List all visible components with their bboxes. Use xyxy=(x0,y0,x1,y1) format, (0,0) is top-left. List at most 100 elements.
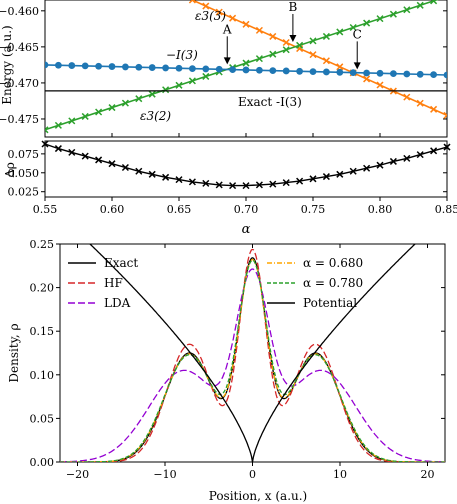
energy-point-3-2 xyxy=(148,90,156,98)
delta-rho-panel: 0.025 0.050 0.075 0.55 0.60 0.65 0.70 0.75 0.80… xyxy=(3,140,457,237)
delta-rho-point xyxy=(416,151,424,159)
energy-point-i-3 xyxy=(336,68,344,76)
delta-rho-point xyxy=(255,181,263,189)
legend-label: α = 0.780 xyxy=(303,276,363,290)
delta-rho-point xyxy=(162,173,170,181)
energy-point-3-3 xyxy=(229,14,237,22)
energy-point-3-2 xyxy=(54,121,62,129)
energy-point-3-3 xyxy=(430,105,438,113)
energy-point-i-3 xyxy=(108,63,116,70)
energy-point-i-3 xyxy=(242,66,250,74)
delta-rho-point xyxy=(363,164,371,172)
energy-point-3-2 xyxy=(296,41,304,49)
energy-point-i-3 xyxy=(45,61,49,69)
energy-point-3-3 xyxy=(403,93,411,101)
annotation-label: C xyxy=(353,27,362,41)
energy-series-i-3 xyxy=(45,61,447,79)
energy-point-i-3 xyxy=(269,67,277,75)
energy-y-tick-label: −0.465 xyxy=(0,41,39,54)
energy-y-tick-label: −0.475 xyxy=(0,113,39,126)
energy-point-i-3 xyxy=(135,63,143,71)
position-x-tick-label: 10 xyxy=(333,468,347,481)
energy-y-axis-label: Energy (a.u.) xyxy=(0,25,14,104)
annotation-arrowhead xyxy=(289,34,297,42)
energy-point-i-3 xyxy=(376,69,384,77)
energy-series-3-2 xyxy=(45,0,439,134)
energy-point-3-2 xyxy=(416,1,424,9)
delta-rho-point xyxy=(309,175,317,183)
delta-rho-point xyxy=(269,180,277,188)
energy-point-i-3 xyxy=(256,66,263,74)
density-line-potential xyxy=(88,244,417,462)
density-y-tick-label: 0.05 xyxy=(30,412,55,425)
annotation-arrowhead xyxy=(223,57,231,65)
energy-point-i-3 xyxy=(68,62,76,69)
energy-series-area xyxy=(45,0,447,134)
energy-point-i-3 xyxy=(122,63,129,71)
legend-item-exact: Exact xyxy=(68,256,138,270)
delta-rho-point xyxy=(175,176,183,184)
delta-rho-point xyxy=(81,152,89,160)
delta-rho-point xyxy=(202,179,210,187)
delta-rho-point xyxy=(95,156,103,164)
legend-item-potential: Potential xyxy=(267,296,357,310)
energy-point-3-2 xyxy=(430,0,438,5)
energy-point-i-3 xyxy=(296,67,303,75)
energy-point-i-3 xyxy=(202,65,210,73)
legend-label: HF xyxy=(104,276,123,290)
delta-rho-point xyxy=(376,161,384,169)
energy-point-i-3 xyxy=(363,69,370,77)
series-label-exact-I3: Exact -I(3) xyxy=(238,95,302,109)
alpha-x-tick-label: 0.55 xyxy=(33,203,58,216)
energy-point-i-3 xyxy=(148,64,156,71)
delta-rho-point xyxy=(54,145,62,153)
energy-point-3-3 xyxy=(202,2,210,10)
energy-point-i-3 xyxy=(390,70,397,78)
energy-point-i-3 xyxy=(416,70,424,78)
energy-point-3-3 xyxy=(376,81,384,89)
density-panel: 0.00 0.05 0.10 0.15 0.20 0.25 −20 −10 0 10 20 Den… xyxy=(7,238,446,503)
energy-point-3-2 xyxy=(188,77,196,85)
energy-y-tick-label: −0.470 xyxy=(0,77,39,90)
energy-point-3-2 xyxy=(202,72,210,80)
energy-point-i-3 xyxy=(175,64,183,72)
energy-point-3-3 xyxy=(242,20,250,28)
energy-point-3-2 xyxy=(363,19,371,27)
energy-point-3-3 xyxy=(322,57,330,65)
delta-rho-point xyxy=(430,147,438,155)
delta-rho-point xyxy=(68,148,76,156)
legend-label: α = 0.680 xyxy=(303,256,363,270)
legend-item-0-680: α = 0.680 xyxy=(267,256,363,270)
energy-point-3-2 xyxy=(389,10,397,18)
delta-rho-point xyxy=(148,170,156,178)
density-y-tick-label: 0.15 xyxy=(30,325,55,338)
energy-point-3-3 xyxy=(363,75,371,83)
alpha-x-tick-label: 0.70 xyxy=(234,203,259,216)
delta-rho-point xyxy=(229,182,237,190)
delta-rho-y-tick-label: 0.075 xyxy=(8,148,40,161)
alpha-x-tick-label: 0.80 xyxy=(368,203,393,216)
energy-point-3-3 xyxy=(309,51,317,59)
delta-rho-point xyxy=(349,167,357,175)
energy-point-3-2 xyxy=(309,37,317,45)
density-line-hf xyxy=(60,248,445,462)
delta-rho-point xyxy=(443,143,451,151)
position-x-tick-label: −20 xyxy=(66,468,89,481)
delta-rho-y-tick-label: 0.025 xyxy=(8,186,40,199)
energy-line-3-3 xyxy=(192,0,447,117)
annotation-a: A xyxy=(222,22,232,65)
energy-point-3-2 xyxy=(269,50,277,58)
delta-rho-y-tick-label: 0.050 xyxy=(8,167,40,180)
energy-point-i-3 xyxy=(215,65,223,73)
energy-point-3-3 xyxy=(443,111,447,119)
energy-point-i-3 xyxy=(309,68,317,76)
position-x-tick-label: −10 xyxy=(153,468,176,481)
energy-line-3-2 xyxy=(45,0,439,131)
density-y-tick-label: 0.00 xyxy=(30,456,55,469)
energy-point-3-2 xyxy=(242,59,250,67)
energy-point-i-3 xyxy=(229,66,237,74)
annotation-b: B xyxy=(288,0,297,42)
density-series xyxy=(60,244,445,462)
annotation-c: C xyxy=(353,27,362,70)
